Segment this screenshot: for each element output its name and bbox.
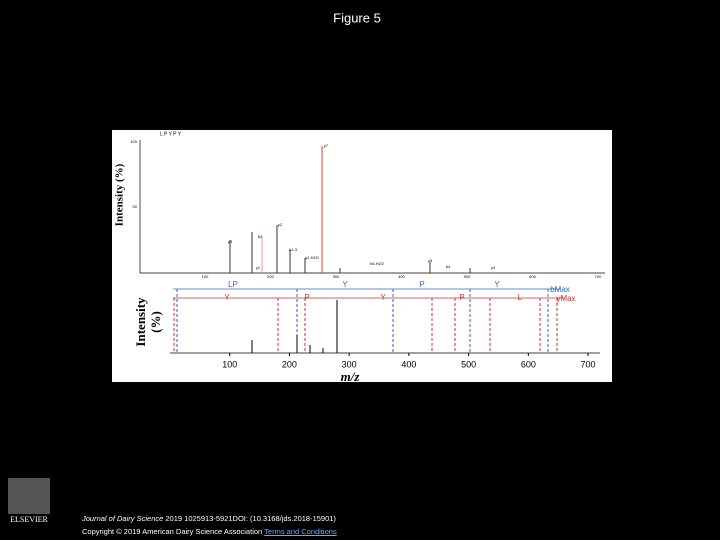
upper-spectrum: L P Y P Y Intensity (%) 100 50 y7 y3 b2 … [114, 131, 605, 279]
peak-label: y5 [428, 258, 433, 263]
x-tick-label: 100 [222, 359, 237, 369]
b-ion-label: bMax [550, 285, 570, 294]
citation: Journal of Dairy Science 2019 1025913-59… [82, 514, 336, 523]
peak-label: y2 [278, 222, 283, 227]
y-ion-label: L [518, 293, 523, 302]
peak-label: b4 [446, 264, 451, 269]
y-label: Intensity (%) [114, 163, 126, 226]
slide-title: Figure 5 [333, 10, 381, 25]
logo-text: ELSEVIER [10, 515, 48, 524]
logo-image [8, 478, 50, 514]
peaks [229, 146, 471, 273]
y-label: (%) [148, 311, 163, 333]
y-tick-label: 50 [133, 204, 138, 209]
x-tick-label: 500 [461, 359, 476, 369]
y-ion-label: P [304, 293, 309, 302]
x-tick-label: 300 [333, 274, 340, 279]
peak-label: y2-H2O [305, 255, 319, 260]
peak-label: b2 [258, 234, 263, 239]
peaks [251, 300, 338, 353]
x-tick-label: 300 [342, 359, 357, 369]
ion-markers [173, 289, 558, 353]
terms-link[interactable]: Terms and Conditions [264, 527, 337, 536]
copyright: Copyright © 2019 American Dairy Science … [82, 527, 263, 536]
peak-label: y1 [256, 265, 261, 270]
x-tick-label: 500 [464, 274, 471, 279]
journal: Journal of Dairy Science [82, 514, 164, 523]
x-tick-label: 100 [202, 274, 209, 279]
x-tick-label: 600 [529, 274, 536, 279]
lower-spectrum: Intensity (%) m/z LP Y P Y bMax Y P Y P … [133, 280, 600, 384]
y-ion-label: P [459, 293, 464, 302]
b-ion-label: P [419, 280, 424, 289]
b-ion-label: Y [494, 280, 500, 289]
y-label: Intensity [133, 297, 148, 347]
sequence: L P Y P Y [160, 131, 182, 137]
b-ion-label: Y [342, 280, 348, 289]
y-ion-label: Y [380, 293, 386, 302]
y-tick-label: 100 [130, 139, 137, 144]
x-tick-label: 400 [401, 359, 416, 369]
x-tick-label: 700 [581, 359, 596, 369]
x-tick-label: 400 [398, 274, 405, 279]
peak-label: y3 [228, 239, 233, 244]
b-ion-label: LP [228, 280, 238, 289]
peak-label: b1-3 [289, 247, 298, 252]
x-tick-label: 200 [267, 274, 274, 279]
peak-label: y7 [324, 143, 329, 148]
figure [112, 130, 612, 382]
y-ion-label: yMax [556, 294, 575, 303]
peak-label: y4 [491, 265, 496, 270]
x-tick-label: 600 [521, 359, 536, 369]
x-tick-label: 700 [595, 274, 602, 279]
x-tick-label: 200 [282, 359, 297, 369]
citation-text: 2019 1025913-5921DOI: (10.3168/jds.2018-… [163, 514, 336, 523]
copyright-line: Copyright © 2019 American Dairy Science … [82, 527, 337, 536]
x-label: m/z [341, 369, 361, 384]
y-ion-label: Y [224, 293, 230, 302]
peak-label: b5-H2O [370, 261, 384, 266]
